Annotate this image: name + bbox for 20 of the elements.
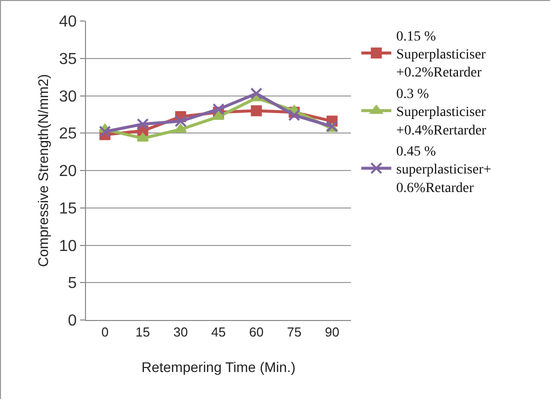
legend-label: 0.3 % Superplasticiser +0.4%Rertarder xyxy=(396,86,487,138)
x-tick-label: 0 xyxy=(101,324,109,340)
y-tick-label: 30 xyxy=(59,88,77,106)
y-tick-label: 20 xyxy=(59,163,77,180)
x-tick-label: 30 xyxy=(173,324,188,340)
x-tick-label: 90 xyxy=(324,324,340,340)
y-tick-label: 15 xyxy=(59,200,77,218)
x-tick-label: 60 xyxy=(249,324,264,340)
y-axis-title: Compressive Strength(N/mm2) xyxy=(35,74,51,267)
y-tick-label: 5 xyxy=(68,275,77,292)
legend-label: 0.45 % superplasticiser+ 0.6%Retarder xyxy=(396,144,492,196)
x-tick-label: 45 xyxy=(211,324,226,340)
y-tick-label: 35 xyxy=(59,50,77,68)
x-tick-label: 75 xyxy=(286,324,302,340)
y-tick-label: 40 xyxy=(59,14,77,31)
legend-label: 0.15 % Superplasticiser +0.2%Retarder xyxy=(396,29,486,81)
x-tick-label: 15 xyxy=(136,324,150,340)
y-tick-label: 10 xyxy=(59,238,77,255)
y-tick-label: 25 xyxy=(59,126,77,143)
x-axis-title: Retempering Time (Min.) xyxy=(141,359,296,375)
